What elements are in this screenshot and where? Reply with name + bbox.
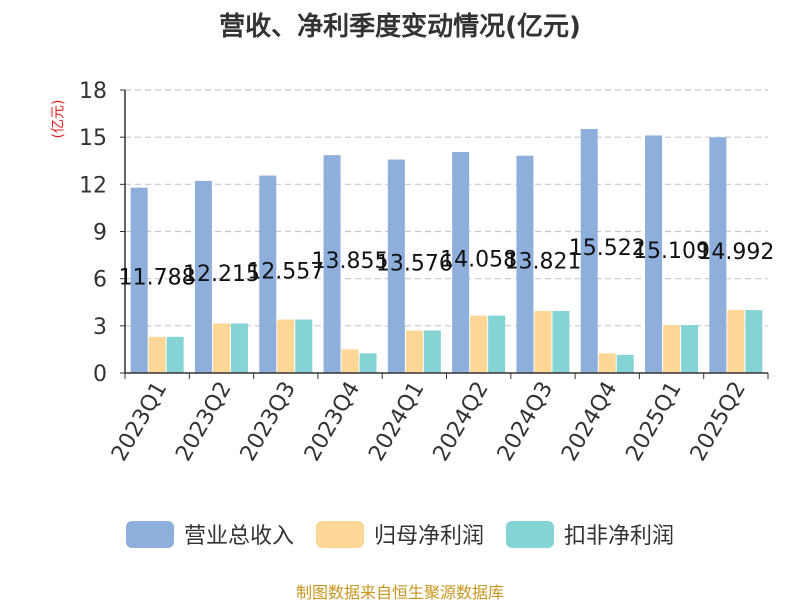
bar-归母净利润 — [727, 310, 744, 373]
source-note: 制图数据来自恒生聚源数据库 — [0, 579, 800, 603]
y-tick-label: 3 — [93, 315, 107, 340]
legend: 营业总收入 归母净利润 扣非净利润 — [0, 518, 800, 550]
x-tick-label: 2023Q4 — [300, 378, 365, 466]
bar-扣非净利润 — [295, 320, 312, 373]
y-tick-label: 9 — [93, 221, 107, 246]
bar-归母净利润 — [342, 349, 359, 373]
x-tick-label: 2025Q2 — [686, 378, 751, 466]
y-tick-label: 15 — [79, 126, 107, 151]
y-tick-label: 12 — [79, 173, 107, 198]
y-tick-label: 6 — [93, 268, 107, 293]
x-tick-label: 2024Q2 — [429, 378, 494, 466]
x-tick-label: 2024Q3 — [493, 378, 558, 466]
legend-item[interactable]: 营业总收入 — [126, 518, 294, 550]
legend-swatch — [506, 521, 554, 548]
bar-扣非净利润 — [360, 353, 377, 373]
y-axis-ticks: 0 3 6 9 12 15 18 — [79, 79, 125, 387]
bar-扣非净利润 — [745, 310, 762, 373]
grid-lines — [125, 90, 768, 326]
legend-item[interactable]: 归母净利润 — [316, 518, 484, 550]
legend-swatch — [316, 521, 364, 548]
bar-归母净利润 — [277, 320, 294, 373]
x-tick-label: 2023Q2 — [171, 378, 236, 466]
x-tick-label: 2023Q1 — [107, 378, 172, 466]
y-tick-label: 18 — [79, 79, 107, 104]
bar-扣非净利润 — [552, 311, 569, 373]
x-axis-ticks: 2023Q12023Q22023Q32023Q42024Q12024Q22024… — [107, 373, 768, 466]
data-labels: 11.78812.21512.55713.85513.57614.05813.8… — [119, 236, 775, 290]
bar-扣非净利润 — [488, 316, 505, 373]
legend-item[interactable]: 扣非净利润 — [506, 518, 674, 550]
x-tick-label: 2025Q1 — [621, 378, 686, 466]
bar-归母净利润 — [406, 331, 423, 373]
bar-归母净利润 — [663, 325, 680, 373]
legend-label: 扣非净利润 — [564, 518, 674, 550]
bar-归母净利润 — [470, 316, 487, 373]
data-label: 14.992 — [697, 240, 774, 265]
bar-归母净利润 — [534, 311, 551, 373]
bar-归母净利润 — [149, 337, 166, 373]
x-tick-label: 2024Q1 — [364, 378, 429, 466]
legend-swatch — [126, 521, 174, 548]
bar-扣非净利润 — [167, 337, 184, 373]
legend-label: 营业总收入 — [184, 518, 294, 550]
bar-扣非净利润 — [424, 331, 441, 373]
x-tick-label: 2023Q3 — [236, 378, 301, 466]
legend-label: 归母净利润 — [374, 518, 484, 550]
bar-归母净利润 — [213, 323, 230, 373]
bar-扣非净利润 — [617, 355, 634, 373]
bar-扣非净利润 — [681, 325, 698, 373]
bar-归母净利润 — [599, 353, 616, 373]
x-tick-label: 2024Q4 — [557, 378, 622, 466]
y-tick-label: 0 — [93, 362, 107, 387]
bar-扣非净利润 — [231, 323, 248, 373]
